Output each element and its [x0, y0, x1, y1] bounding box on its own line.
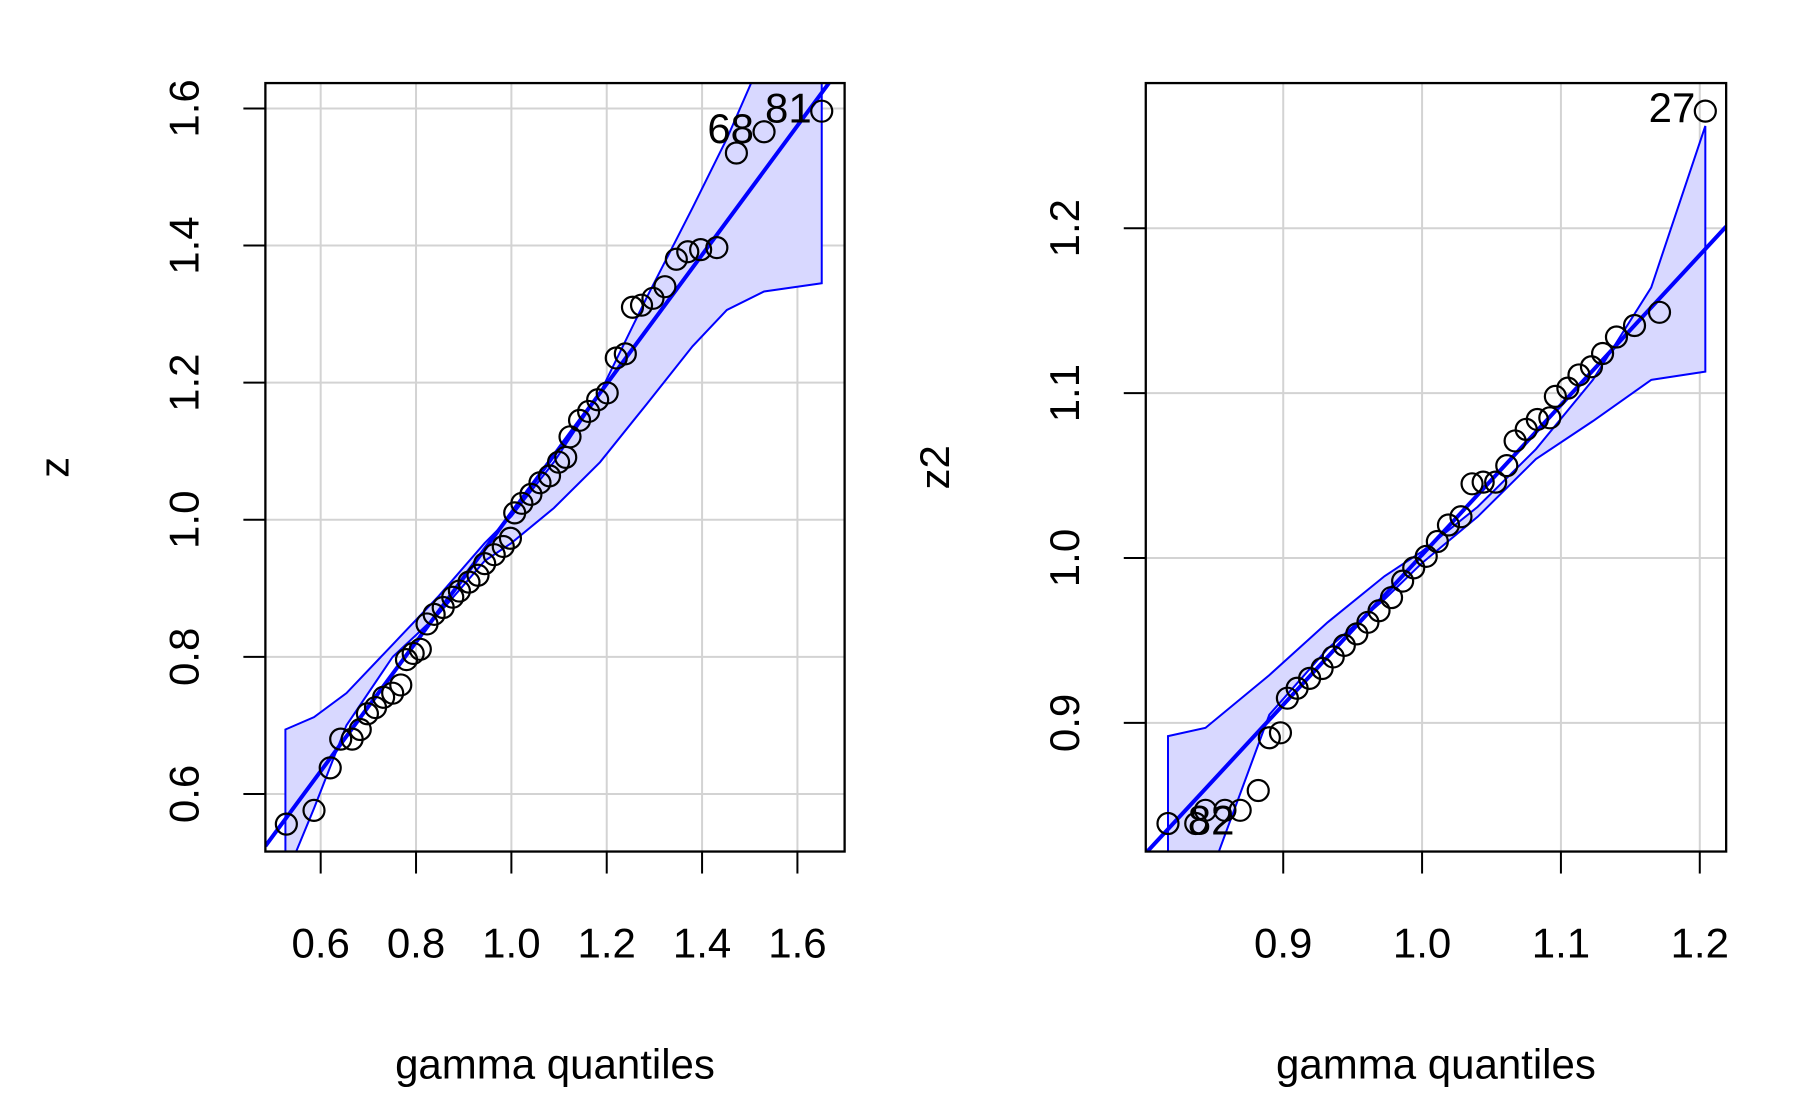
plot-frame — [264, 81, 846, 853]
point — [1538, 406, 1562, 430]
point — [1246, 778, 1270, 803]
point — [613, 342, 637, 366]
point — [1332, 633, 1356, 658]
y-tick-label: 1.0 — [160, 491, 207, 549]
point — [705, 236, 729, 260]
point — [1590, 341, 1615, 366]
point — [498, 526, 523, 550]
point — [302, 798, 326, 823]
point — [381, 681, 405, 705]
point — [676, 240, 700, 264]
y-tick-label: 1.6 — [160, 79, 207, 137]
x-tick-label: 1.2 — [1671, 920, 1729, 967]
point — [641, 286, 665, 310]
y-axis-label: z2 — [911, 445, 958, 489]
point — [1503, 429, 1527, 453]
point — [466, 563, 490, 587]
plot-area — [265, 83, 832, 852]
point — [1460, 472, 1484, 496]
point — [1228, 798, 1252, 822]
point — [348, 717, 372, 742]
point — [577, 399, 601, 424]
point — [274, 812, 298, 836]
point — [1414, 544, 1438, 568]
point — [810, 99, 834, 123]
panel: 0.6 0.8 1.0 1.2 1.4 1.6 0.6 0.8 1.0 1.2 1.4 1.6 68 81… — [30, 79, 846, 1088]
point — [1156, 811, 1180, 836]
point — [595, 381, 619, 405]
point — [629, 293, 654, 317]
y-tick-label: 0.9 — [1041, 694, 1088, 752]
y-tick-label: 1.4 — [160, 216, 207, 274]
point — [491, 534, 515, 559]
point — [1449, 505, 1473, 529]
point — [1471, 470, 1495, 494]
point — [1379, 585, 1404, 610]
point — [546, 450, 571, 474]
point — [318, 756, 342, 780]
point — [620, 295, 645, 319]
point — [1402, 556, 1426, 580]
x-tick-label: 0.6 — [291, 920, 349, 967]
point — [329, 727, 353, 751]
point — [482, 543, 506, 567]
point — [1543, 384, 1567, 408]
plot-frame — [1144, 81, 1728, 853]
y-tick-label: 0.6 — [160, 765, 207, 823]
x-tick-label: 0.8 — [387, 920, 445, 967]
point — [567, 408, 592, 432]
point — [510, 491, 534, 515]
point-label: 81 — [765, 84, 812, 131]
point — [752, 120, 776, 144]
x-tick-label: 1.2 — [578, 920, 636, 967]
point-label: 68 — [707, 105, 754, 152]
y-tick-label: 1.2 — [1041, 199, 1088, 257]
point-label: 27 — [1649, 84, 1696, 131]
point — [664, 247, 688, 271]
point — [1436, 513, 1461, 537]
point — [1213, 798, 1237, 822]
point — [389, 673, 413, 697]
x-axis-label: gamma quantiles — [1276, 1041, 1596, 1088]
point — [1647, 300, 1672, 324]
y-axis-label: z — [30, 457, 77, 478]
point — [1257, 726, 1281, 750]
x-tick-label: 1.0 — [1393, 920, 1451, 967]
point — [441, 585, 465, 609]
point — [1367, 599, 1391, 623]
point — [1693, 99, 1717, 123]
point — [1268, 721, 1293, 745]
x-tick-label: 0.9 — [1254, 920, 1312, 967]
x-tick-label: 1.6 — [768, 920, 826, 967]
y-tick-label: 1.1 — [1041, 364, 1088, 422]
x-tick-label: 1.4 — [673, 920, 731, 967]
x-axis-label: gamma quantiles — [395, 1041, 715, 1088]
point — [1193, 798, 1218, 822]
x-tick-label: 1.1 — [1532, 920, 1590, 967]
point — [519, 482, 543, 506]
x-tick-label: 1.0 — [482, 920, 540, 967]
y-tick-label: 0.8 — [160, 628, 207, 686]
point — [653, 275, 677, 299]
point — [1567, 363, 1591, 387]
point — [1425, 529, 1449, 554]
y-tick-label: 1.0 — [1041, 529, 1088, 587]
point — [408, 637, 432, 661]
point — [1484, 470, 1508, 494]
y-tick-label: 1.2 — [160, 353, 207, 411]
point — [1604, 325, 1629, 349]
point — [689, 238, 713, 262]
point — [355, 702, 380, 726]
point — [724, 141, 748, 165]
point — [1622, 313, 1647, 338]
point — [1495, 454, 1519, 478]
reference-line — [1145, 225, 1727, 852]
point — [1525, 407, 1549, 432]
